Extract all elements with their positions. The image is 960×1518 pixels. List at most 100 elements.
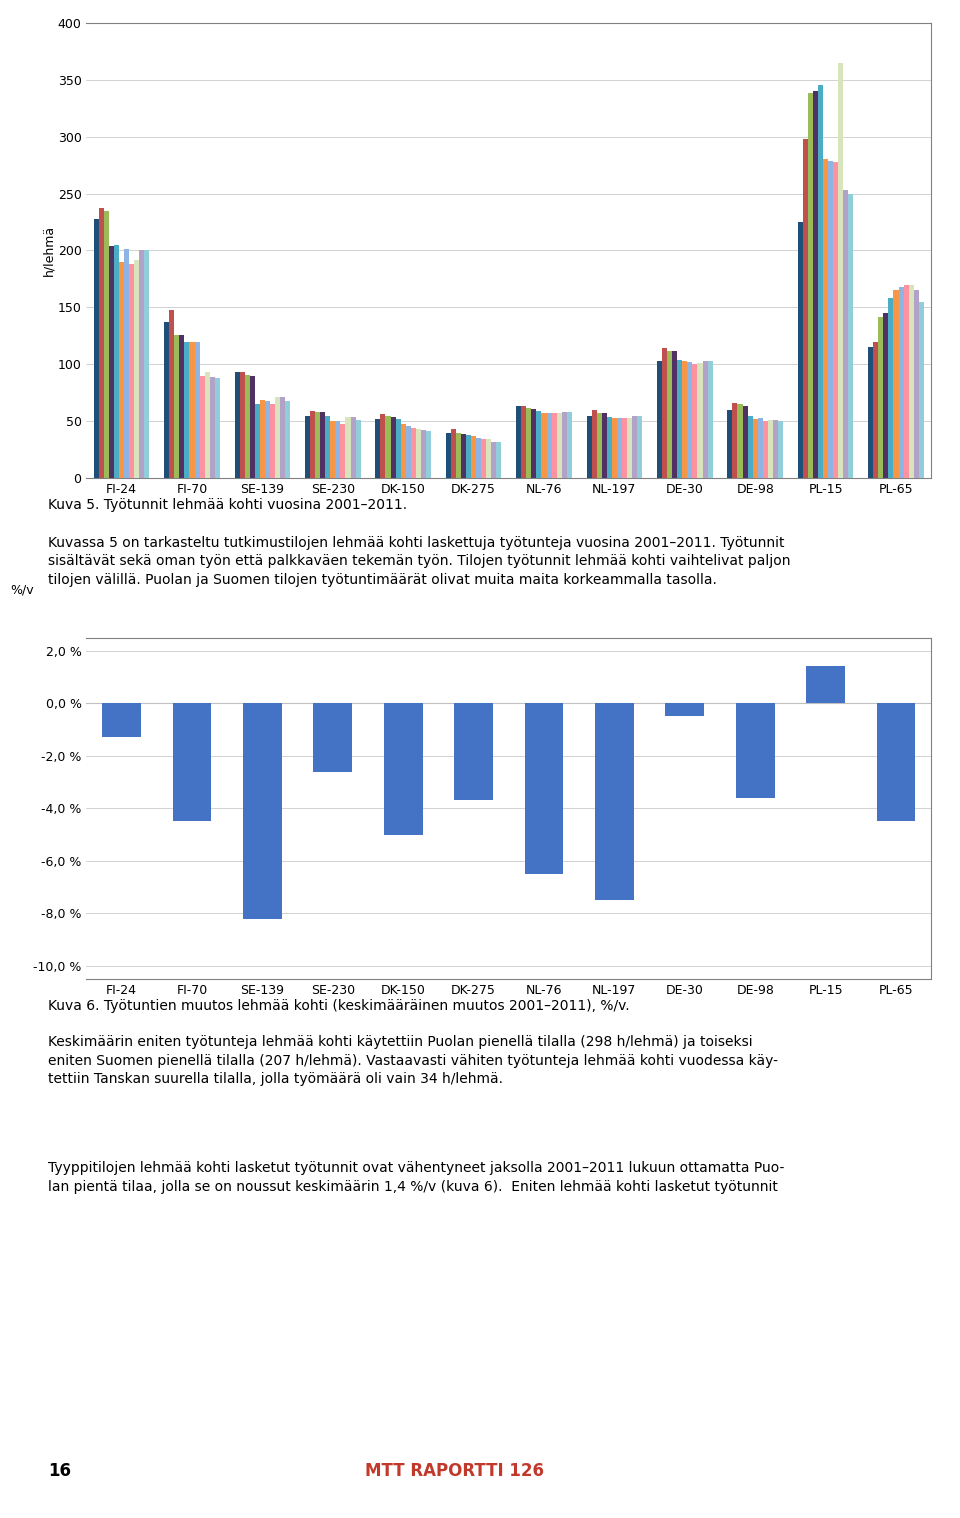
Bar (164, 322, 169, 478)
Bar (662, 348, 667, 478)
Text: Kuva 6. Työtuntien muutos lehmää kohti (keskimääräinen muutos 2001–2011), %/v.: Kuva 6. Työtuntien muutos lehmää kohti (… (48, 999, 630, 1013)
Bar (843, 190, 849, 478)
Bar (552, 413, 557, 478)
Bar (180, 334, 184, 478)
Bar (189, 342, 195, 478)
Bar (637, 416, 642, 478)
Bar (692, 364, 698, 478)
Bar (665, 703, 704, 716)
Bar (742, 407, 748, 478)
Bar (341, 424, 346, 478)
Bar (732, 402, 737, 478)
Bar (876, 703, 915, 821)
Bar (894, 290, 899, 478)
Bar (823, 159, 828, 478)
Bar (496, 442, 501, 478)
Bar (531, 408, 537, 478)
Bar (868, 348, 874, 478)
Bar (737, 404, 742, 478)
Bar (612, 417, 617, 478)
Bar (243, 703, 282, 918)
Bar (384, 703, 422, 835)
Bar (703, 361, 708, 478)
Bar (808, 93, 813, 478)
Bar (753, 419, 757, 478)
Text: %/v: %/v (11, 583, 34, 597)
Bar (461, 434, 466, 478)
Bar (773, 420, 778, 478)
Bar (130, 264, 134, 478)
Bar (481, 439, 487, 478)
Bar (828, 161, 833, 478)
Bar (524, 703, 564, 874)
Bar (476, 439, 481, 478)
Bar (234, 372, 240, 478)
Bar (108, 246, 114, 478)
Bar (391, 416, 396, 478)
Text: Kuva 5. Työtunnit lehmää kohti vuosina 2001–2011.: Kuva 5. Työtunnit lehmää kohti vuosina 2… (48, 498, 407, 512)
Bar (492, 442, 496, 478)
Bar (763, 420, 768, 478)
Bar (350, 416, 355, 478)
Text: Tyyppitilojen lehmää kohti lasketut työtunnit ovat vähentyneet jaksolla 2001–201: Tyyppitilojen lehmää kohti lasketut työt… (48, 1161, 784, 1193)
Bar (270, 404, 276, 478)
Bar (320, 411, 325, 478)
Bar (748, 416, 753, 478)
Bar (280, 398, 285, 478)
Bar (838, 62, 843, 478)
Bar (566, 411, 572, 478)
Bar (209, 376, 215, 478)
Bar (250, 375, 254, 478)
Bar (487, 439, 492, 478)
Bar (587, 416, 591, 478)
Bar (195, 342, 200, 478)
Bar (276, 398, 280, 478)
Bar (562, 411, 566, 478)
Bar (683, 361, 687, 478)
Bar (546, 413, 552, 478)
Bar (471, 436, 476, 478)
Y-axis label: h/lehmä: h/lehmä (42, 225, 55, 276)
Bar (144, 250, 150, 478)
Bar (139, 250, 144, 478)
Bar (657, 361, 662, 478)
Bar (313, 703, 352, 771)
Bar (806, 666, 845, 703)
Bar (874, 342, 878, 478)
Bar (888, 298, 894, 478)
Bar (245, 375, 250, 478)
Bar (454, 703, 492, 800)
Bar (919, 302, 924, 478)
Bar (134, 260, 139, 478)
Bar (330, 420, 335, 478)
Bar (346, 416, 350, 478)
Bar (175, 334, 180, 478)
Bar (698, 363, 703, 478)
Bar (184, 342, 189, 478)
Bar (215, 378, 220, 478)
Bar (325, 416, 330, 478)
Text: Kuvassa 5 on tarkasteltu tutkimustilojen lehmää kohti laskettuja työtunteja vuos: Kuvassa 5 on tarkasteltu tutkimustilojen… (48, 536, 790, 586)
Bar (595, 703, 634, 900)
Bar (355, 420, 361, 478)
Bar (735, 703, 775, 798)
Bar (878, 316, 883, 478)
Bar (768, 420, 773, 478)
Bar (456, 433, 461, 478)
Bar (883, 313, 888, 478)
Bar (607, 416, 612, 478)
Bar (104, 211, 108, 478)
Bar (265, 401, 270, 478)
Bar (798, 222, 803, 478)
Bar (632, 416, 637, 478)
Bar (849, 193, 853, 478)
Bar (173, 703, 211, 821)
Bar (516, 407, 521, 478)
Bar (169, 310, 175, 478)
Bar (672, 351, 677, 478)
Bar (99, 208, 104, 478)
Bar (818, 85, 823, 478)
Bar (757, 417, 763, 478)
Bar (260, 399, 265, 478)
Bar (315, 411, 320, 478)
